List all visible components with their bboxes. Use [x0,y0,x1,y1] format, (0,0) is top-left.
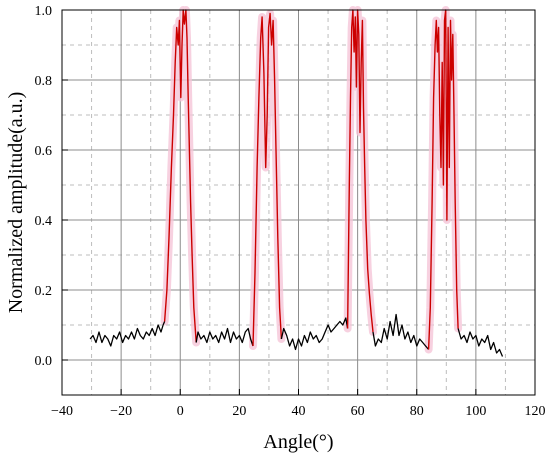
y-tick-labels: 0.0 0.2 0.4 0.6 0.8 1.0 [35,4,53,369]
peak-line [346,9,374,333]
baseline-line [372,313,430,350]
peak-line [427,9,459,350]
x-tick-label: 100 [465,404,486,419]
x-tick-label: 20 [232,404,246,419]
y-tick-label: 0.6 [35,144,53,159]
baseline-line [457,328,504,357]
peak-line [252,12,283,347]
y-tick-label: 1.0 [35,4,53,19]
x-tick-label: 60 [351,404,365,419]
x-tick-label: 40 [292,404,306,419]
x-tick-label: −20 [110,404,132,419]
y-tick-label: 0.4 [35,214,53,229]
peak-line [163,9,197,343]
x-tick-label: 0 [177,404,184,419]
x-tick-labels: −40 −20 0 20 40 60 80 100 120 [51,404,545,419]
y-tick-label: 0.0 [35,354,53,369]
x-tick-label: 80 [410,404,424,419]
y-tick-label: 0.8 [35,74,53,89]
axis-ticks [61,9,536,395]
y-axis-title: Normalized amplitude(a.u.) [5,92,27,314]
baseline-line [89,321,166,347]
y-tick-label: 0.2 [35,284,53,299]
series-layer [89,9,504,357]
x-axis-title: Angle(°) [263,431,333,453]
baseline-line [280,317,349,351]
baseline-line [195,327,254,347]
x-tick-label: 120 [525,404,546,419]
x-tick-label: −40 [51,404,73,419]
